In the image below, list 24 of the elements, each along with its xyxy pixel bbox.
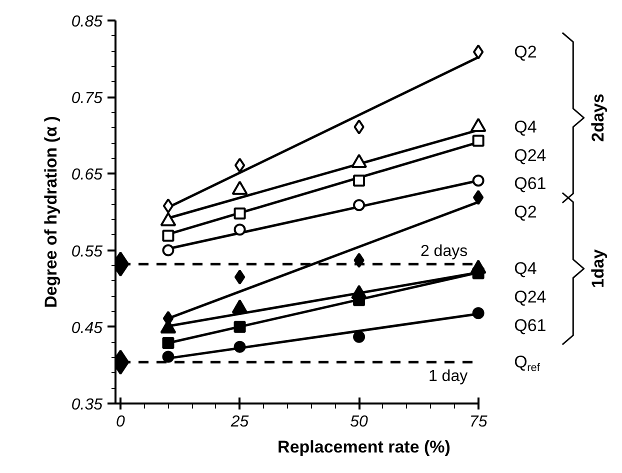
text: 1day — [588, 248, 608, 288]
x-tick-label: 50 — [350, 414, 368, 430]
series-label: Q2 — [514, 202, 537, 222]
y-tick-label: 0.45 — [71, 320, 103, 337]
x-tick-label: 75 — [469, 414, 488, 430]
x-tick-label: 0 — [116, 414, 126, 430]
series-label: Q24 — [514, 146, 546, 165]
ref-line-label: 1 day — [428, 368, 468, 386]
series-label: Q61 — [514, 174, 546, 194]
y-tick-label: 0.55 — [71, 243, 103, 260]
series-label: Q4 — [514, 117, 537, 136]
x-tick-label: 25 — [230, 414, 249, 430]
series-label: Q2 — [514, 42, 537, 62]
text: 2days — [588, 94, 608, 142]
y-tick-label: 0.35 — [71, 396, 103, 414]
series-label: Q61 — [514, 316, 546, 335]
x-axis-title: Replacement rate (%) — [278, 438, 450, 456]
ref-line-label: 2 days — [420, 243, 468, 260]
series-label: Q4 — [514, 259, 537, 278]
y-tick-label: 0.75 — [71, 90, 103, 108]
y-axis-title: Degree of hydration (α ) — [41, 116, 60, 308]
series-label: Q24 — [514, 288, 546, 307]
y-tick-label: 0.85 — [71, 14, 103, 30]
y-tick-label: 0.65 — [71, 166, 103, 184]
